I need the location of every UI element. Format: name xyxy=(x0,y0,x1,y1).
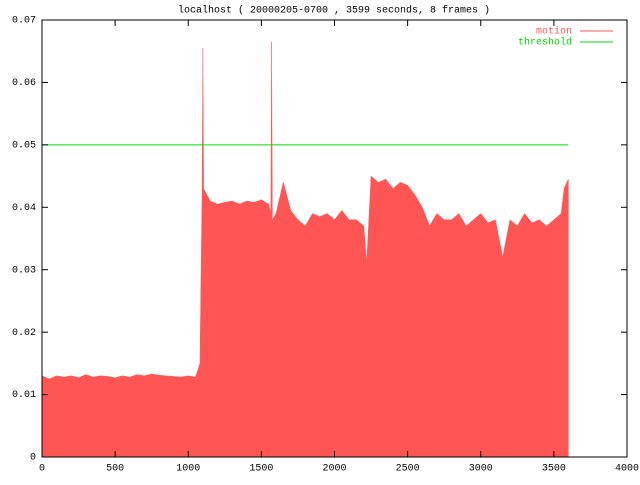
y-tick-label: 0.01 xyxy=(12,390,36,401)
y-tick-label: 0.05 xyxy=(12,140,36,151)
y-tick-label: 0 xyxy=(30,453,36,464)
legend-label: motion xyxy=(536,26,572,38)
y-tick-label: 0.03 xyxy=(12,265,36,276)
legend-label: threshold xyxy=(518,37,572,49)
y-tick-label: 0.02 xyxy=(12,328,36,339)
chart-title: localhost ( 20000205-0700 , 3599 seconds… xyxy=(178,5,490,17)
x-tick-label: 4000 xyxy=(615,464,639,475)
x-tick-label: 1000 xyxy=(176,464,200,475)
y-tick-label: 0.04 xyxy=(12,203,36,214)
x-tick-label: 3500 xyxy=(542,464,566,475)
y-tick-label: 0.06 xyxy=(12,78,36,89)
x-tick-label: 1500 xyxy=(249,464,273,475)
x-tick-label: 500 xyxy=(106,464,124,475)
x-tick-label: 3000 xyxy=(469,464,493,475)
x-tick-label: 2000 xyxy=(322,464,346,475)
area xyxy=(41,41,569,458)
x-tick-label: 0 xyxy=(39,464,45,475)
y-tick-label: 0.07 xyxy=(12,16,36,27)
x-tick-label: 2500 xyxy=(396,464,420,475)
